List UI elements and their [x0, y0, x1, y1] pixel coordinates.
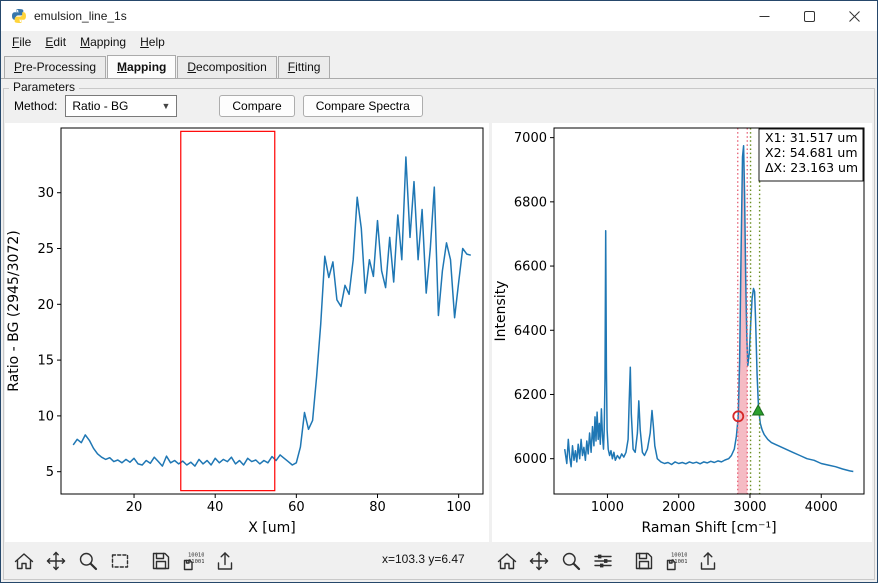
svg-text:30: 30	[37, 186, 54, 201]
svg-text:40: 40	[207, 500, 224, 515]
method-combobox[interactable]: Ratio - BG ▼	[65, 95, 178, 117]
svg-text:15: 15	[37, 354, 54, 369]
toolbar-left: 10010 01001	[9, 546, 239, 575]
menu-help[interactable]: Help	[140, 35, 165, 49]
svg-text:Intensity: Intensity	[493, 281, 509, 342]
svg-text:1000: 1000	[591, 500, 624, 515]
rect-select-icon	[111, 553, 128, 568]
save-button-right[interactable]	[629, 546, 658, 575]
menu-file[interactable]: File	[12, 35, 32, 49]
window-title: emulsion_line_1s	[34, 9, 127, 23]
svg-text:4000: 4000	[805, 500, 838, 515]
export-icon	[217, 551, 232, 570]
svg-text:7000: 7000	[514, 131, 547, 146]
pan-icon	[46, 551, 65, 570]
tab-fitting[interactable]: Fitting	[277, 56, 331, 78]
sliders-icon	[593, 554, 612, 567]
compare-spectra-button[interactable]: Compare Spectra	[302, 95, 423, 117]
tab-decomposition[interactable]: Decomposition	[177, 56, 277, 78]
svg-text:6000: 6000	[514, 452, 547, 467]
zoom-button-right[interactable]	[556, 546, 585, 575]
svg-text:5: 5	[46, 465, 54, 480]
svg-text:X1: 31.517 um: X1: 31.517 um	[765, 130, 858, 145]
svg-text:25: 25	[37, 242, 54, 257]
svg-text:01001: 01001	[188, 559, 204, 565]
compare-button[interactable]: Compare	[219, 95, 295, 117]
svg-text:10010: 10010	[671, 552, 687, 558]
svg-text:01001: 01001	[671, 559, 687, 565]
pan-button[interactable]	[41, 546, 70, 575]
svg-text:6400: 6400	[514, 324, 547, 339]
close-icon	[849, 10, 860, 22]
tab-mapping[interactable]: Mapping	[107, 55, 177, 78]
export-icon	[700, 551, 715, 570]
svg-text:ΔX: 23.163 um: ΔX: 23.163 um	[765, 160, 858, 175]
save-data-button-right[interactable]: 10010 01001	[661, 546, 690, 575]
zoom-icon	[79, 552, 97, 570]
svg-text:3000: 3000	[733, 500, 766, 515]
chevron-down-icon: ▼	[161, 101, 171, 111]
save-data-icon: 10010 01001	[666, 552, 687, 570]
svg-text:10010: 10010	[188, 552, 204, 558]
method-combobox-value: Ratio - BG	[72, 99, 129, 113]
svg-text:20: 20	[37, 298, 54, 313]
minimize-button[interactable]	[742, 1, 787, 31]
raman-spectrum-chart[interactable]: 1000 2000 3000 4000 6000 6200 6400 6600 6800 7000…	[492, 123, 872, 542]
tab-pre-processing[interactable]: Pre-Processing	[4, 56, 107, 78]
svg-text:80: 80	[369, 500, 386, 515]
save-icon	[152, 552, 169, 569]
configure-subplots-button[interactable]	[588, 546, 617, 575]
menu-edit[interactable]: Edit	[45, 35, 67, 49]
method-label: Method:	[14, 99, 58, 113]
export-button-right[interactable]	[693, 546, 722, 575]
svg-text:Ratio - BG (2945/3072): Ratio - BG (2945/3072)	[6, 230, 22, 391]
menu-mapping[interactable]: Mapping	[80, 35, 127, 49]
minimize-icon	[759, 15, 770, 17]
save-icon	[635, 552, 652, 569]
save-data-icon: 10010 01001	[183, 552, 204, 570]
svg-text:60: 60	[288, 500, 305, 515]
export-button[interactable]	[210, 546, 239, 575]
pan-icon	[529, 551, 548, 570]
svg-text:100: 100	[446, 500, 471, 515]
svg-text:X2: 54.681 um: X2: 54.681 um	[765, 145, 858, 160]
parameters-frame: Parameters Method: Ratio - BG ▼ Compare …	[3, 80, 875, 580]
home-icon	[497, 552, 516, 569]
svg-text:10: 10	[37, 409, 54, 424]
cursor-coordinates: x=103.3 y=6.47	[382, 552, 465, 566]
home-button[interactable]	[9, 546, 38, 575]
svg-text:6600: 6600	[514, 260, 547, 275]
parameters-frame-label: Parameters	[9, 80, 80, 94]
bottom-bar: 10010 01001 x=103.3 y=6.47	[4, 543, 874, 579]
svg-text:X [um]: X [um]	[248, 520, 295, 536]
ratio-line-chart[interactable]: 20 40 60 80 100 5 10 15 20 25 30 X [um] Ratio - BG (…	[5, 123, 489, 542]
svg-text:6800: 6800	[514, 195, 547, 210]
pan-button-right[interactable]	[524, 546, 553, 575]
save-data-button[interactable]: 10010 01001	[178, 546, 207, 575]
zoom-button[interactable]	[73, 546, 102, 575]
mapping-pane: Parameters Method: Ratio - BG ▼ Compare …	[1, 78, 877, 582]
tab-bar: Pre-Processing Mapping Decomposition Fit…	[1, 53, 877, 78]
svg-text:20: 20	[126, 500, 143, 515]
zoom-icon	[562, 552, 580, 570]
svg-text:6200: 6200	[514, 388, 547, 403]
svg-text:Raman Shift [cm⁻¹]: Raman Shift [cm⁻¹]	[641, 520, 776, 536]
close-button[interactable]	[832, 1, 877, 31]
window-controls	[742, 1, 877, 31]
home-button-right[interactable]	[492, 546, 521, 575]
menubar: File Edit Mapping Help	[1, 31, 877, 53]
figures-area: 20 40 60 80 100 5 10 15 20 25 30 X [um] Ratio - BG (…	[4, 123, 874, 543]
maximize-icon	[804, 10, 815, 22]
svg-text:2000: 2000	[662, 500, 695, 515]
python-logo-icon	[11, 8, 27, 24]
method-row: Method: Ratio - BG ▼ Compare Compare Spe…	[4, 89, 874, 123]
rect-select-button[interactable]	[105, 546, 134, 575]
maximize-button[interactable]	[787, 1, 832, 31]
toolbar-right: 10010 01001	[492, 546, 722, 575]
titlebar[interactable]: emulsion_line_1s	[1, 1, 877, 31]
home-icon	[14, 552, 33, 569]
save-button[interactable]	[146, 546, 175, 575]
